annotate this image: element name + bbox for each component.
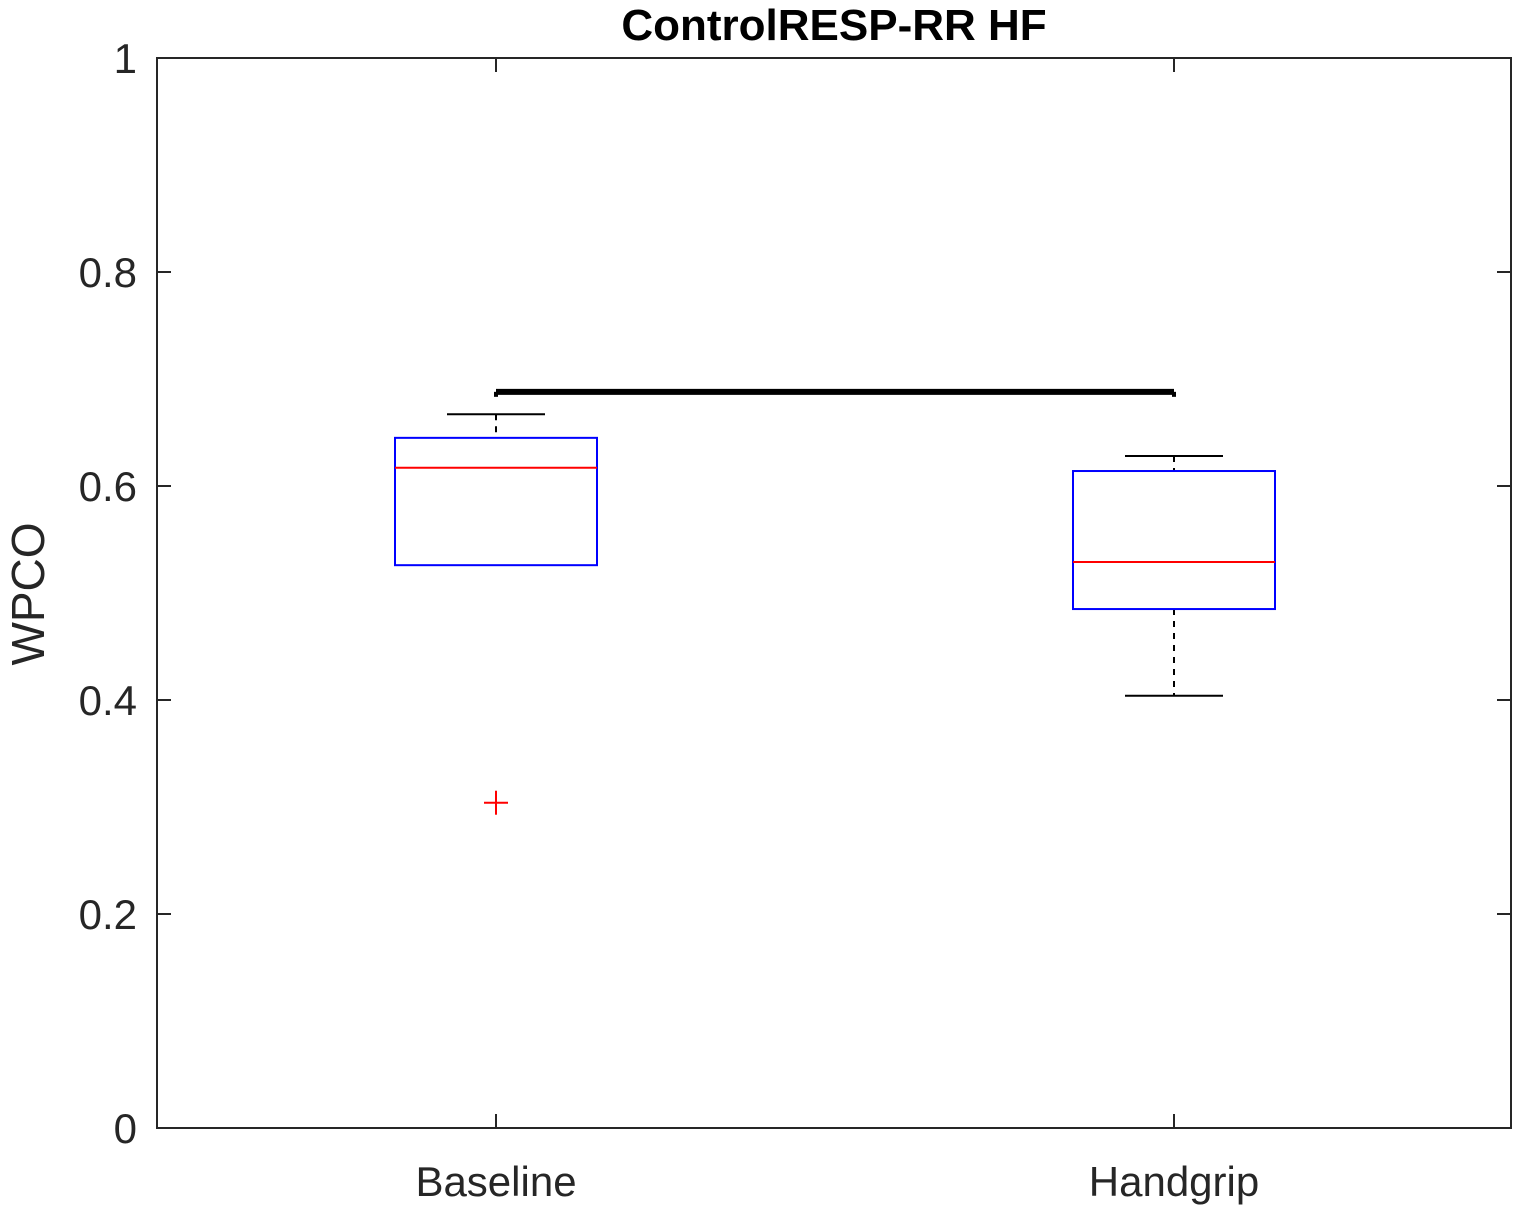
x-tick-label: Baseline (415, 1158, 576, 1205)
y-tick-label: 1 (114, 35, 137, 82)
y-tick-label: 0.2 (79, 891, 137, 938)
chart-title: ControlRESP-RR HF (621, 1, 1046, 50)
box-iqr (394, 436, 598, 567)
axes-frame (156, 57, 1512, 1129)
y-axis-label: WPCO (2, 522, 54, 665)
x-tick-label: Handgrip (1089, 1158, 1259, 1205)
y-tick-label: 0.6 (79, 463, 137, 510)
y-tick-label: 0.4 (79, 677, 137, 724)
box-iqr (1072, 470, 1276, 611)
y-tick-label: 0.8 (79, 249, 137, 296)
plot-area: 0 0.2 0.4 0.6 0.8 1 Baseline Handgrip (79, 35, 1512, 1205)
y-tick-label: 0 (114, 1105, 137, 1152)
